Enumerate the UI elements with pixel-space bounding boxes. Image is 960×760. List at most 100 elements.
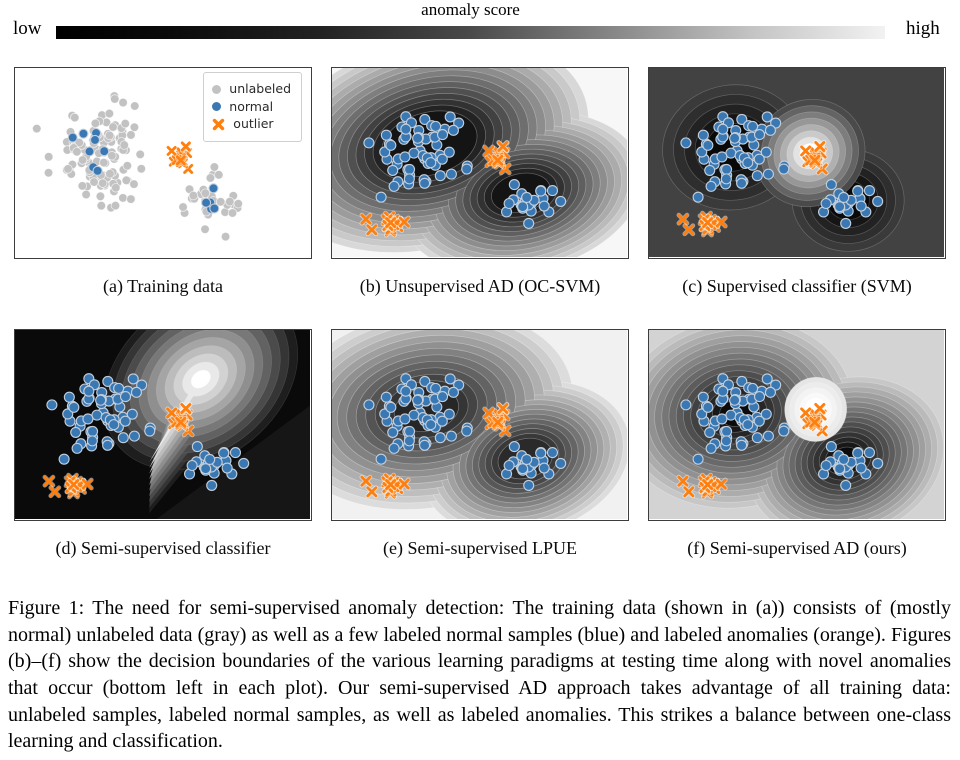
normal-point bbox=[447, 124, 459, 136]
unlabeled-point bbox=[43, 152, 54, 162]
normal-point bbox=[720, 173, 732, 185]
unlabeled-point bbox=[99, 157, 109, 168]
normal-point bbox=[546, 185, 559, 197]
unlabeled-point bbox=[70, 112, 80, 123]
unlabeled-point bbox=[120, 118, 130, 129]
normal-point bbox=[729, 132, 741, 144]
panel-a-training-data: unlabeled normal outlier bbox=[14, 67, 312, 259]
outlier-marker bbox=[360, 213, 372, 225]
unlabeled-point bbox=[77, 155, 88, 165]
normal-point bbox=[86, 435, 98, 447]
normal-point bbox=[863, 447, 876, 459]
unlabeled-point bbox=[63, 164, 73, 174]
unlabeled-point bbox=[129, 179, 139, 189]
outlier-marker bbox=[366, 486, 378, 498]
normal-point bbox=[705, 442, 717, 454]
normal-point bbox=[130, 386, 142, 398]
normal-point bbox=[820, 459, 832, 472]
normal-point bbox=[445, 430, 457, 442]
normal-point bbox=[523, 479, 535, 491]
outlier-marker bbox=[483, 145, 495, 157]
normal-point bbox=[753, 415, 765, 427]
normal-point bbox=[736, 439, 748, 451]
normal-point bbox=[82, 413, 94, 425]
normal-point bbox=[208, 183, 219, 194]
panel-f-semisupervised-ad bbox=[648, 329, 946, 521]
normal-point bbox=[443, 408, 455, 420]
normal-point bbox=[444, 373, 456, 385]
normal-point bbox=[461, 425, 473, 437]
normal-point bbox=[201, 197, 212, 208]
outlier-marker bbox=[492, 154, 504, 166]
normal-point bbox=[736, 177, 748, 189]
plot-legend: unlabeled normal outlier bbox=[203, 72, 302, 142]
normal-point bbox=[760, 146, 772, 158]
outlier-marker bbox=[385, 217, 397, 229]
outlier-marker bbox=[175, 155, 186, 166]
normal-point bbox=[753, 391, 766, 403]
unlabeled-point bbox=[104, 130, 115, 141]
normal-point bbox=[555, 457, 567, 469]
normal-point bbox=[58, 453, 70, 465]
normal-point bbox=[363, 399, 375, 411]
colorbar-high-label: high bbox=[906, 18, 940, 39]
panel-e-lpue bbox=[331, 329, 629, 521]
unlabeled-point bbox=[119, 140, 129, 150]
legend-label-normal: normal bbox=[229, 98, 274, 114]
normal-point bbox=[535, 447, 547, 459]
normal-point bbox=[736, 375, 748, 387]
scatter-plot-c bbox=[649, 68, 944, 257]
normal-point bbox=[363, 137, 375, 149]
outlier-marker bbox=[385, 479, 397, 491]
normal-point bbox=[855, 462, 867, 474]
unlabeled-point bbox=[129, 122, 140, 132]
unlabeled-point bbox=[200, 224, 210, 234]
normal-point bbox=[555, 195, 567, 207]
normal-point bbox=[834, 201, 846, 213]
normal-point bbox=[778, 425, 790, 437]
normal-point bbox=[503, 459, 515, 472]
normal-point bbox=[70, 426, 82, 438]
normal-point bbox=[863, 185, 876, 197]
outlier-marker-icon bbox=[213, 118, 225, 131]
normal-point bbox=[825, 441, 837, 453]
normal-point bbox=[872, 195, 884, 207]
outlier-marker bbox=[800, 145, 812, 157]
normal-point bbox=[702, 139, 714, 151]
normal-point bbox=[680, 137, 692, 149]
normal-point bbox=[144, 425, 156, 437]
normal-point bbox=[697, 129, 709, 141]
outlier-marker bbox=[814, 402, 826, 414]
legend-item-normal: normal bbox=[212, 98, 291, 114]
normal-point bbox=[387, 426, 399, 438]
unlabeled-point bbox=[110, 94, 120, 104]
scatter-plot-f bbox=[649, 330, 944, 519]
normal-point bbox=[503, 197, 515, 210]
normal-point bbox=[204, 453, 216, 465]
normal-point bbox=[764, 386, 776, 398]
normal-point bbox=[127, 373, 139, 385]
outlier-marker bbox=[677, 213, 689, 225]
normal-point bbox=[425, 419, 437, 431]
outlier-marker bbox=[43, 475, 55, 487]
normal-point bbox=[119, 415, 131, 427]
outlier-marker bbox=[809, 416, 821, 428]
normal-point bbox=[89, 134, 101, 146]
normal-point bbox=[434, 432, 446, 444]
outlier-marker bbox=[497, 140, 509, 152]
normal-point bbox=[872, 457, 884, 469]
unlabeled-point bbox=[130, 101, 140, 111]
panel-c-svm bbox=[648, 67, 946, 259]
normal-point bbox=[444, 111, 456, 123]
normal-point bbox=[380, 129, 392, 141]
normal-point bbox=[99, 146, 110, 157]
unlabeled-point bbox=[215, 197, 226, 207]
outlier-marker bbox=[360, 475, 372, 487]
outlier-marker bbox=[180, 402, 192, 414]
normal-point bbox=[717, 123, 729, 135]
unlabeled-point bbox=[89, 177, 99, 187]
unlabeled-point bbox=[108, 122, 118, 132]
unlabeled-point bbox=[95, 191, 106, 202]
contour-ring bbox=[190, 369, 211, 389]
normal-point bbox=[704, 164, 716, 176]
